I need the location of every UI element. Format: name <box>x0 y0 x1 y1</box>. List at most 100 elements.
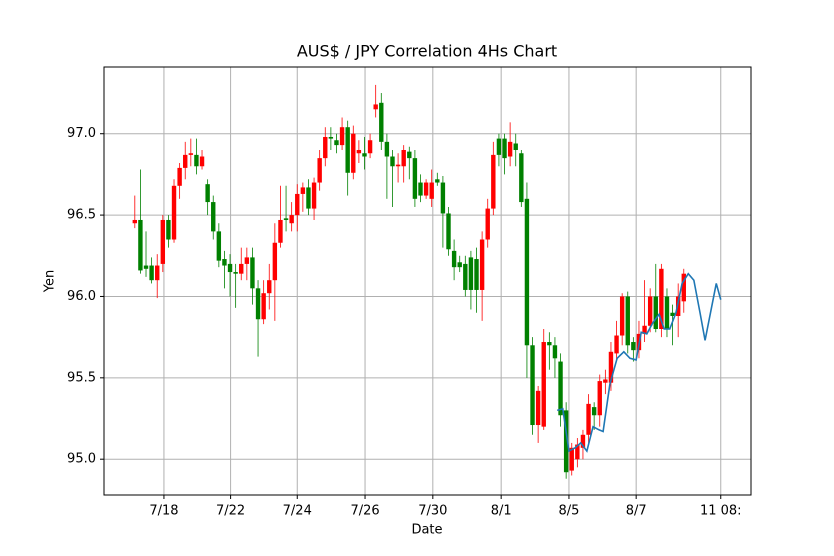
candle-body <box>491 154 496 209</box>
candle-body <box>423 182 429 196</box>
y-tick-label: 95.0 <box>67 452 96 467</box>
candle-body <box>239 263 244 274</box>
candle-body <box>446 213 451 250</box>
x-axis-label: Date <box>411 523 442 538</box>
candle-body <box>362 153 367 157</box>
candle-body <box>300 187 306 194</box>
candle-body <box>328 136 334 139</box>
line-series <box>556 272 722 453</box>
candle-body <box>457 262 462 268</box>
candle-body <box>143 265 149 269</box>
candle-body <box>670 312 675 316</box>
x-tick-label: 7/24 <box>283 504 312 519</box>
candle-body <box>681 273 686 302</box>
candle-body <box>199 156 205 167</box>
candle-body <box>563 410 569 473</box>
chart-title: AUS$ / JPY Correlation 4Hs Chart <box>297 42 557 61</box>
candle-body <box>440 182 446 214</box>
candle-body <box>373 104 378 110</box>
candle-body <box>255 288 261 320</box>
candle-body <box>591 407 597 416</box>
candle-body <box>132 219 138 224</box>
candle-body <box>306 187 311 209</box>
candle-body <box>166 219 171 240</box>
candle-body <box>188 153 194 155</box>
candle-body <box>541 342 546 427</box>
y-tick-label: 96.5 <box>67 208 96 223</box>
candle-body <box>558 361 563 416</box>
candle-body <box>379 102 384 142</box>
candle-body <box>614 335 619 354</box>
candle-body <box>171 185 177 240</box>
candle-body <box>675 296 681 316</box>
candle-body <box>345 127 350 173</box>
candle-body <box>451 250 457 268</box>
x-tick-label: 7/26 <box>350 504 379 519</box>
candle-body <box>513 143 518 150</box>
candle-body <box>412 158 418 199</box>
candle-body <box>205 184 210 203</box>
candle-body <box>283 218 289 220</box>
candle-body <box>631 342 636 351</box>
candle-body <box>194 154 199 167</box>
x-tick-label: 7/30 <box>418 504 447 519</box>
candle-body <box>530 345 535 426</box>
candle-body <box>479 239 485 290</box>
x-tick-label: 11 08: <box>700 504 742 519</box>
candle-body <box>160 219 166 264</box>
candle-body <box>149 265 154 281</box>
candle-body <box>339 127 345 146</box>
candle-body <box>317 158 322 183</box>
candle-body <box>390 156 395 167</box>
candle-body <box>233 272 238 274</box>
candle-body <box>575 444 580 460</box>
candle-body <box>138 219 143 271</box>
candle-body <box>468 257 474 290</box>
candle-body <box>311 182 317 209</box>
candle-body <box>664 296 670 330</box>
candle-body <box>552 345 558 359</box>
candle-body <box>547 342 552 346</box>
candle-body <box>395 164 401 167</box>
candle-body <box>351 133 356 173</box>
candle-body <box>496 138 502 155</box>
candle-body <box>647 296 653 326</box>
candle-body <box>177 167 182 186</box>
candle-body <box>463 263 468 290</box>
y-tick-label: 95.5 <box>67 370 96 385</box>
candle-body <box>619 296 625 336</box>
candle-body <box>289 215 294 224</box>
candle-body <box>435 179 440 183</box>
candle-body <box>222 259 227 266</box>
candle-body <box>502 138 507 159</box>
candle-body <box>278 219 283 243</box>
x-tick-label: 7/22 <box>216 504 245 519</box>
candle-body <box>323 136 328 159</box>
candle-body <box>580 434 586 448</box>
candle-body <box>295 193 300 216</box>
candle-body <box>519 153 524 203</box>
candle-body <box>407 151 412 159</box>
candle-body <box>653 296 658 330</box>
candle-body <box>261 293 266 320</box>
candle-body <box>597 381 602 416</box>
candle-body <box>227 263 233 273</box>
candle-body <box>586 403 591 435</box>
candle-body <box>524 198 530 346</box>
candle-body <box>244 257 250 264</box>
y-tick-label: 96.0 <box>67 289 96 304</box>
candle-body <box>569 447 574 471</box>
candle-body <box>250 257 255 289</box>
candle-body <box>418 182 423 196</box>
x-tick-label: 7/18 <box>149 504 178 519</box>
candle-body <box>367 140 373 154</box>
candle-body <box>356 149 362 154</box>
x-tick-label: 8/1 <box>491 504 512 519</box>
candle-body <box>608 351 614 383</box>
candle-body <box>155 265 160 281</box>
candle-body <box>659 268 664 330</box>
candle-body <box>272 242 278 281</box>
candle-body <box>603 379 608 383</box>
candle-body <box>384 141 390 157</box>
